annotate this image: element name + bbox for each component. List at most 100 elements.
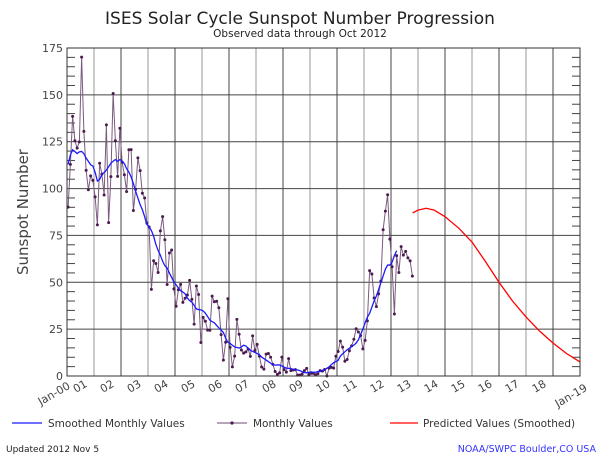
x-tick-label: Jan-00 bbox=[35, 379, 73, 408]
data-point-monthly bbox=[174, 304, 178, 308]
legend: Smoothed Monthly Values Monthly Values P… bbox=[12, 418, 575, 430]
data-point-monthly bbox=[361, 347, 365, 351]
x-tick-label: 09 bbox=[287, 377, 306, 395]
data-point-monthly bbox=[397, 271, 401, 275]
data-point-monthly bbox=[89, 174, 93, 178]
y-tick-label: 125 bbox=[42, 136, 63, 149]
data-point-monthly bbox=[161, 215, 165, 219]
data-point-monthly bbox=[343, 359, 347, 363]
data-point-monthly bbox=[104, 123, 108, 127]
data-point-monthly bbox=[408, 259, 412, 263]
data-point-monthly bbox=[86, 188, 90, 192]
y-tick-label: 150 bbox=[42, 89, 63, 102]
data-point-monthly bbox=[314, 373, 318, 377]
data-point-monthly bbox=[255, 342, 259, 346]
updated-date: Updated 2012 Nov 5 bbox=[6, 445, 99, 455]
data-point-monthly bbox=[181, 300, 185, 304]
data-point-monthly bbox=[208, 328, 212, 332]
data-point-monthly bbox=[172, 287, 176, 291]
data-point-monthly bbox=[71, 114, 75, 118]
data-point-monthly bbox=[102, 193, 106, 197]
data-point-monthly bbox=[332, 366, 336, 370]
data-point-monthly bbox=[305, 366, 309, 370]
data-point-monthly bbox=[262, 367, 266, 371]
data-point-monthly bbox=[226, 297, 230, 301]
data-point-monthly bbox=[264, 352, 268, 356]
y-tick-label: 75 bbox=[49, 229, 63, 242]
data-point-monthly bbox=[338, 339, 342, 343]
credit-text: NOAA/SWPC Boulder,CO USA bbox=[458, 444, 597, 455]
legend-label-monthly: Monthly Values bbox=[253, 418, 333, 430]
data-point-monthly bbox=[116, 174, 120, 178]
y-tick-label: 175 bbox=[42, 42, 63, 55]
data-point-monthly bbox=[217, 306, 221, 310]
data-point-monthly bbox=[388, 237, 392, 241]
data-point-monthly bbox=[352, 337, 356, 341]
x-tick-label: 18 bbox=[530, 377, 549, 395]
data-point-monthly bbox=[395, 254, 399, 258]
data-point-monthly bbox=[235, 317, 239, 321]
data-point-monthly bbox=[188, 278, 192, 282]
data-point-monthly bbox=[199, 340, 203, 344]
data-point-monthly bbox=[152, 259, 156, 263]
data-point-monthly bbox=[253, 349, 257, 353]
series-line-predicted-values-smoothed bbox=[412, 207, 581, 363]
data-point-monthly bbox=[248, 354, 252, 358]
data-point-monthly bbox=[230, 365, 234, 369]
y-tick-label: 50 bbox=[49, 276, 63, 289]
data-point-monthly bbox=[289, 369, 293, 373]
plot-frame bbox=[66, 47, 581, 377]
data-point-monthly bbox=[167, 251, 171, 255]
x-tick-label: 10 bbox=[314, 377, 333, 395]
x-tick-label: 01 bbox=[71, 377, 90, 395]
data-point-monthly bbox=[228, 345, 232, 349]
x-tick-label: 14 bbox=[422, 377, 441, 395]
data-point-monthly bbox=[260, 365, 264, 369]
data-point-monthly bbox=[345, 358, 349, 362]
data-point-monthly bbox=[307, 373, 311, 377]
x-tick-label: 07 bbox=[233, 377, 252, 395]
data-point-monthly bbox=[77, 140, 81, 144]
data-point-monthly bbox=[280, 355, 284, 359]
data-point-monthly bbox=[410, 274, 414, 278]
data-point-monthly bbox=[109, 175, 113, 179]
chart-subtitle: Observed data through Oct 2012 bbox=[213, 28, 387, 40]
data-point-monthly bbox=[269, 355, 273, 359]
data-point-monthly bbox=[138, 169, 142, 173]
data-point-monthly bbox=[80, 55, 84, 59]
y-axis-label: Sunspot Number bbox=[14, 148, 32, 275]
data-point-monthly bbox=[399, 245, 403, 249]
x-tick-label: 08 bbox=[260, 377, 279, 395]
x-tick-label: 06 bbox=[206, 377, 225, 395]
data-point-monthly bbox=[237, 332, 241, 336]
data-point-monthly bbox=[165, 283, 169, 287]
data-point-monthly bbox=[203, 319, 207, 323]
data-point-monthly bbox=[75, 146, 79, 150]
data-point-monthly bbox=[244, 350, 248, 354]
grid bbox=[67, 48, 580, 376]
legend-marker-monthly bbox=[230, 421, 234, 425]
data-point-monthly bbox=[201, 315, 205, 319]
data-point-monthly bbox=[192, 322, 196, 326]
data-point-monthly bbox=[374, 305, 378, 309]
data-point-monthly bbox=[401, 253, 405, 257]
data-point-monthly bbox=[194, 284, 198, 288]
data-point-monthly bbox=[390, 265, 394, 269]
data-point-monthly bbox=[170, 248, 174, 252]
data-point-monthly bbox=[354, 327, 358, 331]
data-point-monthly bbox=[113, 139, 117, 143]
data-point-monthly bbox=[287, 357, 291, 361]
data-point-monthly bbox=[370, 272, 374, 276]
data-point-monthly bbox=[154, 262, 158, 266]
data-point-monthly bbox=[158, 229, 162, 233]
series-layer bbox=[66, 55, 581, 378]
data-point-monthly bbox=[224, 340, 228, 344]
data-point-monthly bbox=[95, 223, 99, 227]
data-point-monthly bbox=[129, 148, 133, 152]
data-point-monthly bbox=[273, 370, 277, 374]
data-point-monthly bbox=[143, 196, 147, 200]
data-point-monthly bbox=[284, 370, 288, 374]
data-point-monthly bbox=[68, 162, 72, 166]
